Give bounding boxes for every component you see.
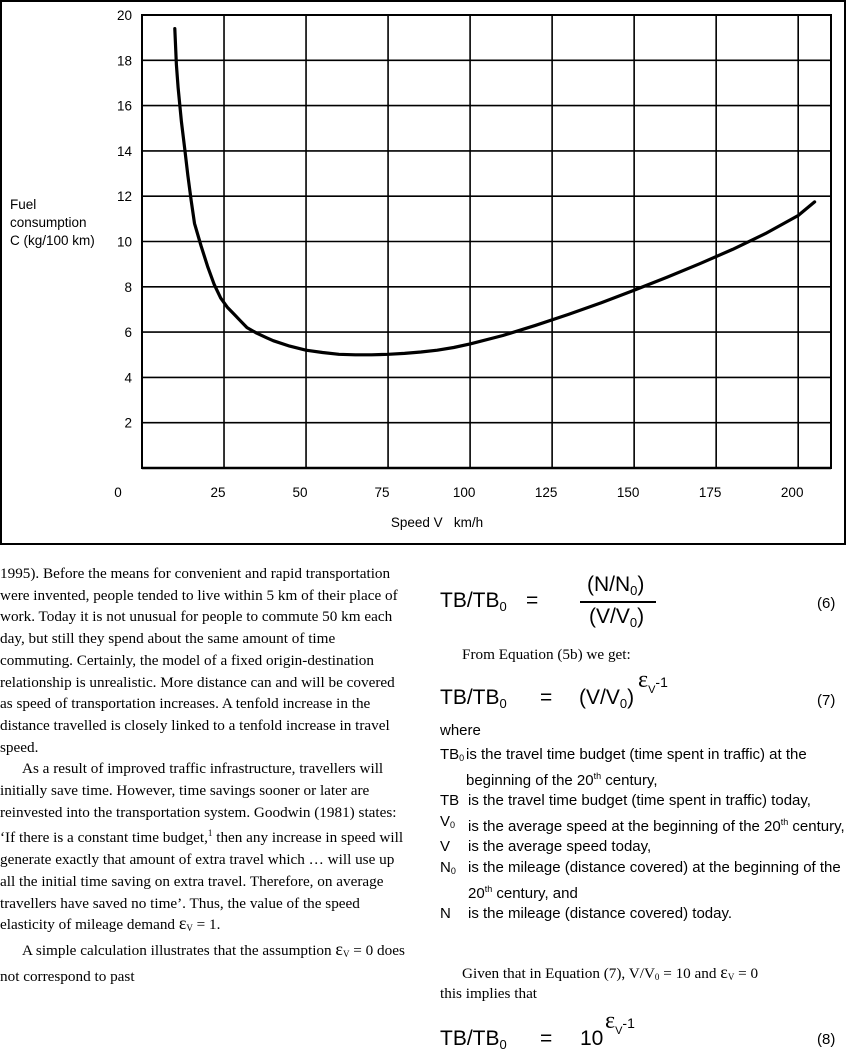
y-tick-label: 6 (124, 325, 132, 340)
x-axis-label: Speed V km/h (391, 515, 483, 530)
eq6-number: (6) (817, 595, 836, 612)
eq6-equals: = (526, 589, 539, 612)
x-tick-labels: 0 25 50 75 100 125 150 175 200 (114, 485, 803, 500)
eq6-denominator: (V/V0) (589, 605, 645, 630)
definition-row: TB0 is the travel time budget (time spent… (440, 746, 807, 789)
chart-axes (141, 14, 832, 470)
epsilon-symbol: ε (178, 913, 187, 934)
eq8-lhs: TB/TB0 (440, 1027, 507, 1052)
y-axis-label: Fuel consumption C (kg/100 km) (10, 197, 95, 248)
eq8-equals: = (540, 1027, 553, 1050)
eq7-lhs: TB/TB0 (440, 686, 507, 711)
x-tick-label: 75 (375, 485, 390, 500)
y-tick-label: 2 (124, 416, 132, 431)
eq7-rhs: (V/V0) (579, 686, 635, 711)
where-label: where (440, 722, 481, 739)
eq8-exponent: εV-1 (605, 1008, 635, 1037)
symbol-definitions: TB0 is the travel time budget (time spent… (440, 745, 848, 925)
y-tick-labels: 2 4 6 8 10 12 14 16 18 20 (117, 8, 133, 431)
left-text-column: 1995). Before the means for convenient a… (0, 563, 410, 987)
y-tick-label: 16 (117, 99, 132, 114)
y-tick-label: 12 (117, 189, 132, 204)
y-axis-label-line: consumption (10, 215, 87, 230)
y-tick-label: 18 (117, 53, 132, 68)
paragraph-1: 1995). Before the means for convenient a… (0, 565, 398, 756)
y-tick-label: 8 (124, 280, 132, 295)
x-tick-label: 150 (617, 485, 640, 500)
definition-row: N0 is the mileage (distance covered) at t… (440, 858, 841, 902)
y-tick-label: 4 (124, 370, 132, 385)
x-tick-label: 25 (211, 485, 226, 500)
y-tick-label: 20 (117, 8, 132, 23)
x-tick-label: 175 (699, 485, 722, 500)
y-axis-label-line: C (kg/100 km) (10, 233, 95, 248)
eq7-exponent: εV-1 (638, 667, 668, 696)
paragraph-3: A simple calculation illustrates that th… (0, 938, 405, 985)
eq6-numerator: (N/N0) (587, 573, 645, 598)
eq7-equals: = (540, 686, 553, 709)
definition-row: TB is the travel time budget (time spent … (440, 792, 811, 810)
fuel-consumption-curve (173, 27, 817, 357)
x-tick-label: 100 (453, 485, 476, 500)
x-tick-label: 125 (535, 485, 558, 500)
given-text: Given that in Equation (7), V/V0 = 10 an… (462, 962, 759, 982)
definition-row: V0 is the average speed at the beginning … (440, 812, 845, 835)
eq8-number: (8) (817, 1031, 836, 1048)
y-axis-label-line: Fuel (10, 197, 36, 212)
implies-text: this implies that (440, 985, 538, 1002)
y-tick-label: 10 (117, 235, 132, 250)
x-tick-label: 50 (293, 485, 308, 500)
x-tick-label: 0 (114, 485, 122, 500)
y-tick-label: 14 (117, 144, 133, 159)
from-equation-text: From Equation (5b) we get: (462, 646, 631, 663)
eq8-base: 10 (580, 1027, 604, 1050)
eq6-fraction-bar (580, 601, 656, 603)
eq6-lhs: TB/TB0 (440, 589, 507, 614)
eq7-number: (7) (817, 692, 836, 709)
chart-grid (142, 14, 831, 468)
x-tick-label: 200 (781, 485, 804, 500)
figure-frame (0, 0, 846, 545)
paragraph-2: As a result of improved traffic infrastr… (0, 760, 404, 934)
footnote-marker: 1 (207, 828, 213, 839)
epsilon-symbol: ε (335, 938, 343, 959)
